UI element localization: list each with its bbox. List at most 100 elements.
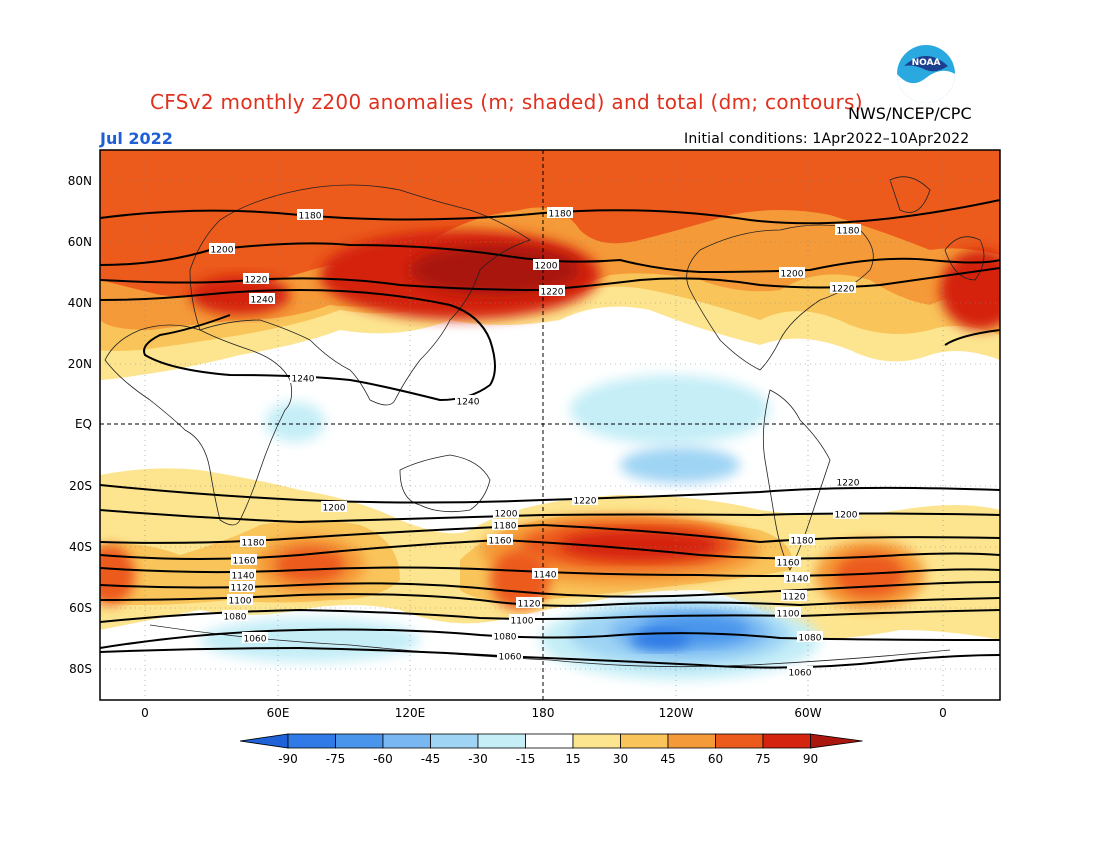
lat-label: 60S [69, 601, 92, 615]
contour-label-box [830, 282, 856, 293]
contour-label: 1200 [781, 270, 804, 280]
contour-label-box [789, 534, 815, 545]
lat-label: 40N [68, 296, 92, 310]
contour-labels: 1180 1180 1180 1200 1200 1200 1220 1220 1220 1240… [209, 207, 861, 679]
lon-label: 180 [532, 706, 555, 720]
contour-label-box [227, 594, 253, 605]
contour-label-box [509, 614, 535, 625]
contour-label-box [230, 569, 256, 580]
lat-label: EQ [75, 417, 92, 431]
contour-label-box [547, 207, 573, 218]
contour-label: 1140 [786, 575, 809, 585]
colorbar-swatch [620, 733, 669, 749]
contour-label: 1240 [251, 296, 274, 306]
contour-label-box [532, 568, 558, 579]
contour-label-box [492, 519, 518, 530]
contour-label-box [493, 507, 519, 518]
colorbar-swatch [762, 733, 811, 749]
contour-label-box [497, 650, 523, 661]
contour-label-box [572, 494, 598, 505]
contour-label: 1180 [837, 227, 860, 237]
contour-label: 1180 [549, 210, 572, 220]
lon-label: 60W [794, 706, 821, 720]
colorbar-tick-label: -45 [421, 752, 441, 766]
colorbar-swatch [667, 733, 716, 749]
colorbar-arrow-left [239, 733, 289, 749]
contour-label: 1240 [457, 398, 480, 408]
contour-label-box [775, 607, 801, 618]
contour-label: 1160 [489, 537, 512, 547]
colorbar-tick-label: 90 [803, 752, 818, 766]
contour-label: 1060 [789, 669, 812, 679]
contour-label: 1220 [837, 479, 860, 489]
latitude-axis: 80N 60N 40N 20N EQ 20S 40S 60S 80S [68, 174, 92, 676]
contour-label-box [781, 590, 807, 601]
contour-label: 1200 [535, 262, 558, 272]
colorbar-swatch [477, 733, 526, 749]
contour-label-box [775, 556, 801, 567]
contour-label-box [321, 501, 347, 512]
contour-label-box [249, 293, 275, 304]
colorbar-tick-label: 30 [613, 752, 628, 766]
colorbar-tick-label: -60 [373, 752, 393, 766]
colorbar-tick-label: 45 [660, 752, 675, 766]
contour-label: 1100 [511, 617, 534, 627]
contour-label: 1240 [292, 375, 315, 385]
contour-label: 1100 [229, 597, 252, 607]
lat-label: 60N [68, 235, 92, 249]
contour-label: 1180 [242, 539, 265, 549]
contour-label: 1100 [777, 610, 800, 620]
colorbar-swatch [572, 733, 621, 749]
colorbar-swatch [287, 733, 336, 749]
colorbar-swatch [525, 733, 574, 749]
lat-label: 20N [68, 357, 92, 371]
contour-label: 1220 [832, 285, 855, 295]
contour-label-box [229, 581, 255, 592]
colorbar: -90 -75 -60 -45 -30 -15 15 30 45 60 75 90 [239, 733, 863, 766]
contour-label: 1220 [245, 276, 268, 286]
coastlines [104, 176, 985, 668]
colorbar-swatch [335, 733, 384, 749]
height-contours [100, 199, 1000, 669]
contour-label: 1160 [777, 559, 800, 569]
contour-label: 1120 [783, 593, 806, 603]
valid-month: Jul 2022 [100, 129, 173, 148]
contour-label: 1080 [494, 633, 517, 643]
contour-label-box [222, 610, 248, 621]
contour-label: 1180 [299, 212, 322, 222]
anomaly-shading [100, 150, 1000, 680]
contour-label-box [290, 372, 316, 383]
contour-label: 1180 [494, 522, 517, 532]
contour-label: 1200 [835, 511, 858, 521]
contour-label-box [240, 536, 266, 547]
lon-label: 120E [395, 706, 426, 720]
contour-label: 1140 [534, 571, 557, 581]
contour-label: 1180 [791, 537, 814, 547]
contour-label-box [539, 285, 565, 296]
agency-label: NWS/NCEP/CPC [848, 104, 972, 123]
contour-label-box [297, 209, 323, 220]
colorbar-swatch [430, 733, 479, 749]
contour-label-box [492, 630, 518, 641]
colorbar-tick-label: -75 [326, 752, 346, 766]
contour-label: 1060 [244, 635, 267, 645]
map-frame [99, 149, 1001, 701]
colorbar-tick-label: -90 [278, 752, 298, 766]
map-panel [100, 150, 1000, 700]
contour-label-box [455, 395, 481, 406]
contour-label: 1200 [495, 510, 518, 520]
contour-label: 1080 [799, 634, 822, 644]
noaa-logo-icon: NOAA [897, 45, 955, 103]
contour-label: 1220 [574, 497, 597, 507]
contour-label-box [779, 267, 805, 278]
initial-conditions: Initial conditions: 1Apr2022–10Apr2022 [684, 131, 970, 147]
colorbar-arrow-right [810, 733, 863, 749]
lat-label: 80S [69, 662, 92, 676]
contour-label: 1140 [232, 572, 255, 582]
colorbar-swatch [715, 733, 764, 749]
contour-label-box [787, 666, 813, 677]
contour-label: 1220 [541, 288, 564, 298]
contour-label: 1200 [211, 246, 234, 256]
lon-label: 0 [141, 706, 149, 720]
